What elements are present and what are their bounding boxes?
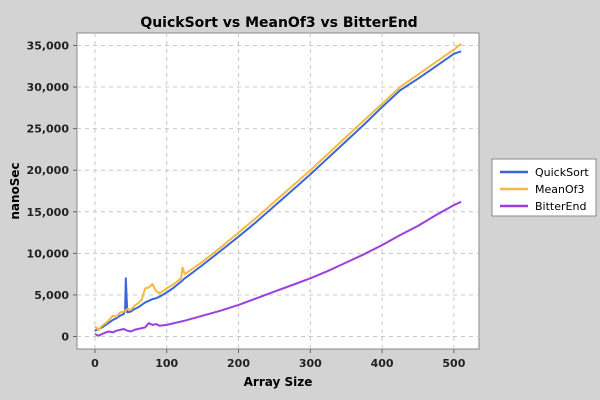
x-tick-label: 200 (227, 357, 250, 370)
x-tick-label: 400 (371, 357, 394, 370)
y-axis-ticks: 0 5,000 10,000 15,000 20,000 25,000 30,000 35,0… (27, 39, 77, 344)
chart-title: QuickSort vs MeanOf3 vs BitterEnd (140, 15, 417, 31)
y-tick-label: 15,000 (27, 206, 70, 219)
series-lines (94, 43, 462, 337)
y-axis-label: nanoSec (8, 162, 22, 219)
series-line-meanof3 (94, 43, 462, 331)
y-tick-label: 0 (61, 331, 69, 344)
plot-area (76, 32, 480, 350)
x-tick-label: 300 (299, 357, 322, 370)
x-tick-label: 100 (155, 357, 178, 370)
x-tick-label: 500 (442, 357, 465, 370)
x-tick-label: 0 (91, 357, 99, 370)
y-tick-label: 5,000 (34, 289, 69, 302)
legend-label-meanof3: MeanOf3 (535, 183, 585, 196)
legend-label-quicksort: QuickSort (535, 166, 589, 179)
legend: QuickSort MeanOf3 BitterEnd (491, 158, 597, 217)
y-tick-label: 25,000 (27, 123, 70, 136)
series-line-bitterend (94, 200, 462, 337)
x-axis-ticks: 0 100 200 300 400 500 (91, 349, 466, 370)
y-tick-label: 35,000 (27, 39, 70, 52)
y-tick-label: 20,000 (27, 164, 70, 177)
legend-label-bitterend: BitterEnd (535, 200, 586, 213)
y-tick-label: 30,000 (27, 81, 70, 94)
y-tick-label: 10,000 (27, 247, 70, 260)
series-line-quicksort (94, 50, 462, 332)
x-axis-label: Array Size (244, 375, 313, 389)
